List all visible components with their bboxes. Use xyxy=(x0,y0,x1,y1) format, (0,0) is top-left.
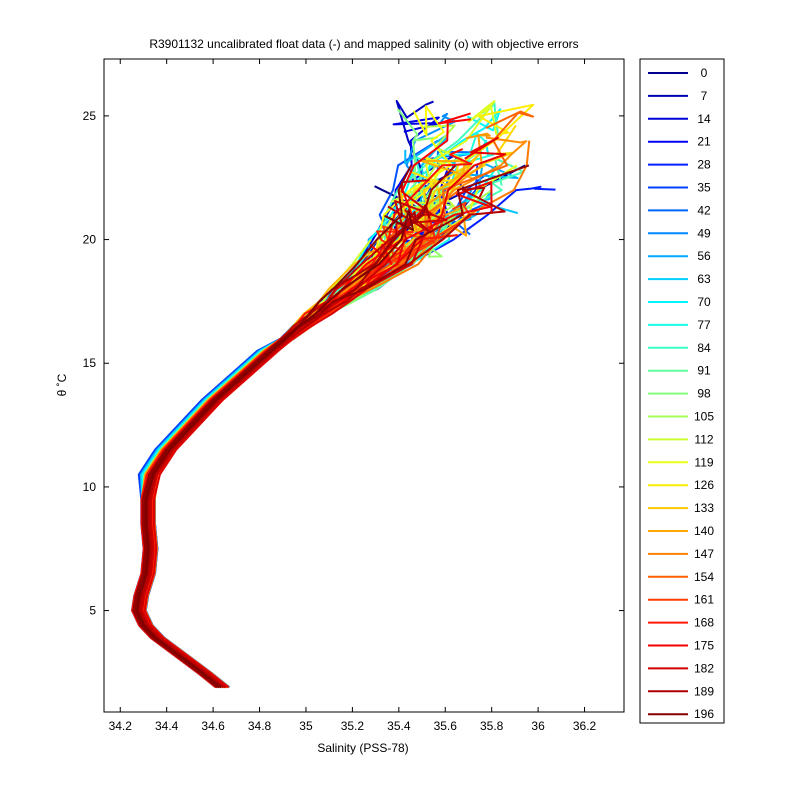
x-tick-label: 35 xyxy=(299,719,313,733)
x-tick-label: 36.2 xyxy=(573,719,597,733)
legend-label: 161 xyxy=(694,593,714,607)
profile-line xyxy=(134,238,428,689)
profile-line xyxy=(140,189,473,689)
profile-line xyxy=(140,243,393,689)
y-tick-label: 25 xyxy=(83,109,97,123)
plot-area: 34.2 34.4 34.6 34.8 35 35.2 35.4 35.6 35.8 36 36.2… xyxy=(83,58,625,733)
legend-label: 112 xyxy=(694,432,713,446)
legend-label: 70 xyxy=(697,295,711,309)
x-axis: 34.2 34.4 34.6 34.8 35 35.2 35.4 35.6 35.8 36 36.2 xyxy=(109,59,597,733)
legend-label: 105 xyxy=(694,410,714,424)
legend-label: 175 xyxy=(694,639,714,653)
profile-line xyxy=(141,185,556,689)
profile-line xyxy=(143,238,423,689)
legend-label: 49 xyxy=(697,226,711,240)
legend-label: 168 xyxy=(694,616,714,630)
profile-line xyxy=(134,188,519,689)
legend-label: 21 xyxy=(697,135,711,149)
legend-label: 147 xyxy=(694,547,714,561)
profile-line xyxy=(134,164,412,689)
profile-line xyxy=(139,238,408,689)
legend-label: 14 xyxy=(697,112,711,126)
x-tick-label: 35.6 xyxy=(434,719,458,733)
legend-label: 91 xyxy=(697,364,711,378)
profile-line xyxy=(136,229,424,689)
profile-line xyxy=(139,229,431,689)
profile-line xyxy=(141,201,472,689)
legend-label: 196 xyxy=(694,707,714,721)
profile-line xyxy=(143,204,468,689)
profile-line xyxy=(141,164,526,689)
profile-line xyxy=(136,206,468,689)
y-tick-label: 5 xyxy=(89,604,96,618)
legend-label: 133 xyxy=(694,501,714,515)
x-tick-label: 36 xyxy=(531,719,545,733)
legend-label: 140 xyxy=(694,524,714,538)
legend-label: 28 xyxy=(697,158,711,172)
x-tick-label: 34.2 xyxy=(109,719,133,733)
x-tick-label: 35.4 xyxy=(387,719,411,733)
legend-box xyxy=(639,58,725,724)
profile-line xyxy=(131,148,473,689)
profile-line xyxy=(141,238,443,689)
profile-line xyxy=(139,100,434,689)
profile-line xyxy=(133,263,370,689)
profile-line xyxy=(137,204,484,689)
chart-title: R3901132 uncalibrated float data (-) and… xyxy=(149,37,578,51)
legend-label: 189 xyxy=(694,684,714,698)
x-tick-label: 34.6 xyxy=(201,719,225,733)
profile-line xyxy=(143,263,393,689)
profile-line xyxy=(135,214,446,689)
x-tick-label: 35.2 xyxy=(341,719,365,733)
x-tick-label: 34.8 xyxy=(248,719,272,733)
y-tick-label: 15 xyxy=(83,356,97,370)
profile-line xyxy=(140,198,454,689)
y-tick-label: 20 xyxy=(83,233,97,247)
profile-line xyxy=(142,263,402,689)
x-axis-label: Salinity (PSS-78) xyxy=(317,741,408,755)
plot-frame xyxy=(103,58,625,713)
profile-line xyxy=(141,237,436,689)
profile-line xyxy=(135,189,493,689)
x-tick-label: 35.8 xyxy=(480,719,504,733)
legend-label: 0 xyxy=(701,66,708,80)
profile-line xyxy=(132,164,530,689)
legend: 0 7 14 21 28 35 42 49 56 63 70 77 84 91 98 105 112 119 126… xyxy=(639,58,725,724)
profile-line xyxy=(132,238,403,689)
profile-line xyxy=(140,200,448,689)
profile-line xyxy=(144,208,471,689)
y-axis: 5 10 15 20 25 xyxy=(83,109,624,618)
legend-label: 56 xyxy=(697,249,711,263)
y-tick-label: 10 xyxy=(83,480,97,494)
legend-label: 154 xyxy=(694,570,714,584)
profile-line xyxy=(135,238,420,689)
profile-line xyxy=(139,204,458,689)
x-tick-label: 34.4 xyxy=(155,719,179,733)
profile-line xyxy=(138,186,506,689)
profile-line xyxy=(141,230,414,689)
legend-label: 119 xyxy=(694,455,713,469)
y-axis-label: θ ˚C xyxy=(55,373,69,396)
legend-label: 42 xyxy=(697,203,711,217)
legend-label: 7 xyxy=(701,89,708,103)
profile-line xyxy=(138,181,493,689)
legend-label: 35 xyxy=(697,181,711,195)
legend-label: 84 xyxy=(697,341,711,355)
profile-line xyxy=(137,214,431,689)
legend-label: 126 xyxy=(694,478,714,492)
legend-label: 77 xyxy=(697,318,711,332)
legend-label: 63 xyxy=(697,272,711,286)
legend-label: 182 xyxy=(694,661,714,675)
profile-line xyxy=(142,225,436,689)
profile-line xyxy=(143,239,424,689)
profile-lines xyxy=(131,100,556,689)
profile-line xyxy=(136,209,415,689)
profile-line xyxy=(142,238,416,689)
legend-label: 98 xyxy=(697,387,711,401)
profile-line xyxy=(138,214,431,689)
